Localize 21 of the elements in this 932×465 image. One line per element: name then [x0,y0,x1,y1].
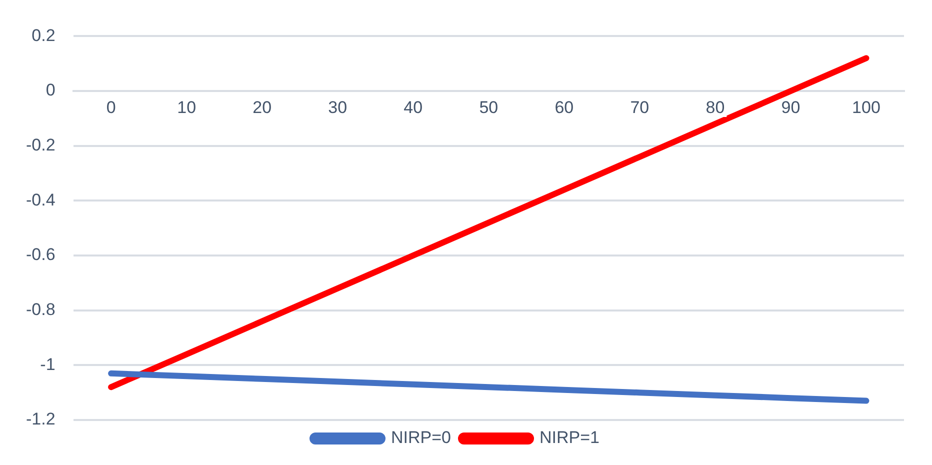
x-tick-label: 60 [554,98,574,118]
y-tick-label: -0.2 [26,136,56,155]
legend-label: NIRP=1 [540,428,600,448]
x-tick-label: 80 [706,98,725,118]
y-tick-label: -1.2 [26,410,56,429]
y-tick-label: 0.2 [32,26,56,45]
y-tick-label: 0 [46,80,56,100]
x-tick-label: 40 [404,98,423,118]
x-tick-label: 70 [630,98,650,118]
y-tick-label: -0.8 [26,300,56,320]
y-tick-label: -1 [40,354,56,374]
x-tick-label: 10 [177,98,196,118]
y-tick-label: -0.4 [26,190,56,210]
x-tick-label: 50 [479,98,498,118]
legend-label: NIRP=0 [391,428,451,448]
x-tick-label: 30 [328,98,348,118]
x-tick-label: 20 [252,98,272,118]
x-tick-label: 100 [852,98,880,118]
y-tick-label: -0.6 [26,245,56,264]
x-tick-label: 90 [781,98,800,118]
x-tick-label: 0 [106,98,116,118]
